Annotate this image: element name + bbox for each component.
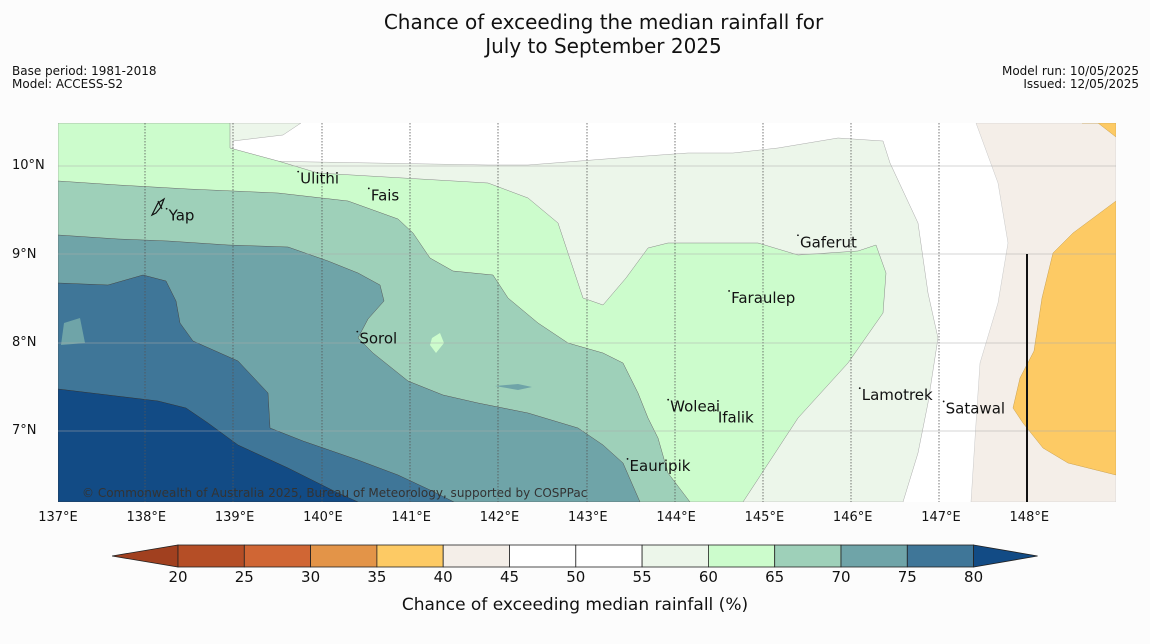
lon-tick-label: 138°E (126, 510, 167, 525)
lon-tick-label: 146°E (832, 510, 873, 525)
issued-text: Issued: 12/05/2025 (1023, 77, 1139, 91)
place-labels: Yap Ulithi Fais Gaferut Faraulep Sorol WoleaiI… (165, 170, 1005, 475)
colorbar-tick-label: 50 (566, 568, 586, 586)
inset-pocket-light (61, 318, 85, 345)
place-marker (626, 458, 629, 460)
yap-island (150, 197, 166, 217)
colorbar-segment (243, 544, 312, 568)
place-label: Ifalik (718, 408, 754, 426)
colorbar-segment (177, 544, 245, 568)
band-35-40 (1082, 123, 1116, 138)
colorbar-segment (774, 544, 842, 568)
colorbar-segment (906, 544, 974, 568)
graticule (144, 123, 940, 502)
band-35-40-east (1012, 200, 1116, 476)
lat-tick-label: 7°N (12, 423, 37, 439)
map-title-line2: July to September 2025 (485, 34, 722, 58)
place-label: Yap (168, 207, 195, 225)
colorbar-title: Chance of exceeding median rainfall (%) (401, 595, 749, 615)
base-period-text: Base period: 1981-2018 (12, 64, 157, 78)
place-label: Gaferut (800, 233, 857, 251)
place-marker (858, 387, 861, 390)
rainfall-map: Yap Ulithi Fais Gaferut Faraulep Sorol WoleaiI… (58, 123, 1116, 502)
lat-tick-label: 9°N (12, 246, 37, 262)
place-label: Ulithi (300, 170, 339, 188)
colorbar-tick-label: 70 (831, 568, 851, 586)
place-marker (667, 398, 670, 401)
colorbar-tick-label: 80 (964, 568, 984, 586)
colorbar-tick-label: 65 (765, 568, 785, 586)
colorbar-segment (442, 544, 510, 568)
colorbar-tick-label: 40 (433, 568, 453, 586)
colorbar-segment (708, 544, 776, 568)
colorbar-segment (641, 544, 709, 568)
lon-tick-label: 144°E (656, 510, 696, 525)
place-label: Woleai (670, 398, 720, 416)
colorbar-tick-label: 45 (499, 568, 520, 586)
lon-tick-label: 147°E (921, 510, 961, 525)
colorbar-segment (575, 544, 643, 568)
colorbar-segment (376, 544, 444, 568)
place-label: Faraulep (731, 289, 795, 307)
latitude-ticks: 10°N 9°N 8°N 7°N (0, 0, 56, 600)
place-marker (728, 290, 730, 292)
colorbar-labels: 20 25 30 35 40 45 50 55 60 65 70 75 80 (0, 568, 1150, 588)
lon-tick-label: 145°E (744, 510, 785, 525)
place-marker (297, 170, 300, 173)
lon-tick-label: 137°E (38, 510, 78, 525)
model-text: Model: ACCESS-S2 (12, 77, 124, 91)
longitude-ticks: 137°E 138°E 139°E 140°E 141°E 142°E 143°E 144°E… (0, 510, 1150, 528)
colorbar-segment (310, 544, 378, 568)
place-marker (714, 409, 717, 412)
colorbar-segment (840, 544, 908, 568)
meta-left: Base period: 1981-2018 Model: ACCESS-S2 (12, 65, 157, 91)
colorbar-tick-label: 55 (632, 568, 652, 586)
colorbar-tick-label: 35 (367, 568, 387, 586)
lon-tick-label: 142°E (479, 510, 520, 525)
colorbar-tick-label: 60 (698, 568, 718, 586)
place-label: Eauripik (630, 457, 691, 475)
place-label: Satawal (946, 399, 1005, 417)
place-marker (942, 400, 945, 403)
colorbar-extend-low (112, 544, 179, 568)
woleai-pocket (495, 384, 532, 390)
lat-tick-label: 10°N (12, 158, 45, 174)
copyright-text: © Commonwealth of Australia 2025, Bureau… (82, 486, 588, 500)
meta-right: Model run: 10/05/2025 Issued: 12/05/2025 (1002, 65, 1139, 91)
colorbar (112, 544, 1038, 568)
model-run-text: Model run: 10/05/2025 (1001, 64, 1139, 78)
lon-tick-label: 140°E (303, 510, 343, 525)
colorbar-tick-label: 75 (897, 568, 917, 586)
map-title-line1: Chance of exceeding the median rainfall … (383, 10, 824, 34)
colorbar-tick-label: 30 (301, 568, 321, 586)
lon-tick-label: 139°E (214, 510, 255, 525)
lon-tick-label: 143°E (568, 510, 608, 525)
place-marker (797, 234, 799, 237)
colorbar-extend-high (973, 544, 1038, 568)
lat-tick-label: 8°N (12, 335, 37, 350)
place-marker (165, 207, 168, 210)
colorbar-segment (509, 544, 577, 568)
place-marker (367, 187, 370, 190)
lat-gridlines (58, 165, 1116, 432)
place-label: Sorol (359, 330, 397, 348)
band-80-plus (58, 388, 359, 502)
place-label: Fais (371, 186, 400, 204)
place-marker (356, 330, 359, 333)
lon-tick-label: 141°E (391, 510, 431, 525)
colorbar-tick-label: 20 (168, 568, 188, 586)
lon-tick-label: 148°E (1009, 510, 1050, 525)
place-label: Lamotrek (862, 386, 933, 404)
colorbar-tick-label: 25 (234, 568, 254, 586)
